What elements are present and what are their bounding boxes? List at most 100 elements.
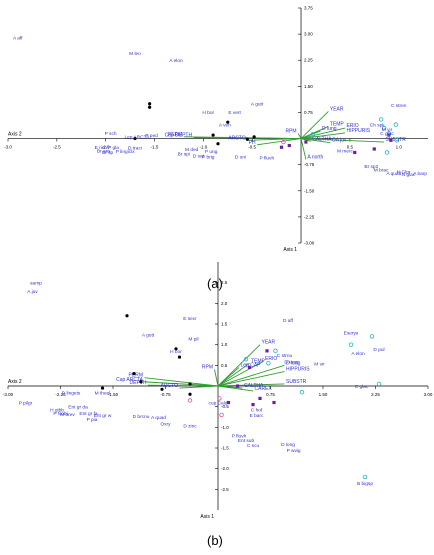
species-label: Br ass [97,148,111,154]
species-label: A elon [351,351,365,357]
x-tick-label: -1.5 [151,145,159,150]
species-label: Ent gr fa [79,411,97,417]
vector-label: SUBSTR [386,137,407,143]
point-cyan-circle [273,348,278,354]
species-label: E barc [250,413,264,419]
x-tick-label: -0.75 [160,392,171,397]
point-black-dot [132,372,136,376]
species-label: P ung [205,149,218,155]
species-label: M ded [185,147,199,153]
species-label: A gutt [142,332,155,338]
y-tick-label: 0.75 [304,110,313,115]
species-label: C stren [391,103,407,109]
vector-label: Cap ARCTA [116,377,144,383]
point-purple-square [304,140,308,144]
y-axis-title: Axis 1 [283,247,297,253]
species-label: H gibb [50,408,64,414]
point-black-dot [188,392,192,396]
point-purple-square [247,365,252,369]
point-purple-square [287,143,291,148]
vector-line [217,360,264,387]
species-label: B bigsp [357,481,373,487]
species-label: P lingiclx [116,149,135,155]
species-label: A juv [27,289,38,295]
x-tick-label: 0.5 [347,145,354,150]
species-label: P brig [202,155,215,161]
y-tick-label: 0.5 [221,363,228,368]
vector-line [301,138,385,143]
species-label: D aff [283,318,294,324]
y-tick-label: -1.50 [304,188,315,193]
y-tick-label: -1.5 [221,446,229,451]
species-label: D tang [284,359,298,365]
species-label: P sch [105,131,117,137]
vector-label: YEAR [262,340,276,346]
species-label: M theel [95,390,111,396]
species-label: M merc [337,148,354,154]
point-purple-square [389,138,393,142]
point-cyan-circle [299,390,305,395]
species-label: D lingets [62,390,81,396]
species-label: P gla [108,145,119,151]
point-cyan-circle [369,334,375,339]
point-purple-square [258,396,262,400]
panel-label-a: (a) [207,276,223,291]
species-label: N glac [402,172,416,178]
species-label: A gutt [251,101,264,107]
species-label: Br spi [178,151,190,157]
vector-label: HIPPURIS [286,367,310,373]
vector-line [300,127,346,139]
y-tick-label: -3.00 [304,241,315,246]
species-label: Lep ARCTA [124,135,150,141]
species-label: M brev [60,412,75,418]
y-tick-label: 2.25 [304,58,313,63]
species-label: C strnu [277,353,293,359]
vector-label: Cap DEPTH [165,133,193,139]
point-cyan-circle [384,150,390,155]
vector-line [217,362,250,387]
vector-label: CALTHA [244,383,264,389]
species-label: C hof [251,408,263,414]
vector-line [217,371,285,387]
y-tick-label: -0.5 [221,404,229,409]
vector-label: SUBSTR [286,379,307,385]
x-tick-label: -3.0 [4,145,12,150]
vector-label: CALTHA [312,136,332,142]
vector-label: A north [307,154,323,160]
species-label: M brac [374,168,389,174]
vector-label: ARCTO [161,383,179,389]
species-label: A aff [13,35,23,41]
species-label: H bor [202,110,214,116]
species-label: D brcnu [133,414,150,420]
vector-label: OA juv [332,138,347,144]
point-black-dot [216,142,220,146]
panel-label-b: (b) [207,533,223,548]
vector-line [147,384,219,387]
point-purple-square [226,400,231,405]
x-axis-title: Axis 2 [8,379,22,385]
vector-line [217,364,285,387]
vector-label: D lung [286,360,301,366]
vector-label: PERM [129,373,143,379]
point-cyan-circle [348,342,354,347]
vector-label: DEPTH [130,380,147,386]
chart-b: -3.00 -2.25 -1.50 -0.75 0.75 1.50 2.25 3.00 2.5 2… [3,262,433,520]
species-label: M leo [129,51,141,57]
vector-line [300,132,346,140]
point-cyan-circle [394,138,399,143]
species-label: D sat [193,154,205,160]
point-black-dot [252,135,256,139]
x-tick-label: -2.25 [55,392,66,397]
point-pink-circle [281,139,286,145]
species-label: P wvig [287,448,301,454]
vector-line [144,381,219,387]
point-pink-circle [217,396,222,401]
y-tick-label: 1.0 [221,342,228,347]
species-label: P fluvh [232,434,247,440]
point-cyan-circle [381,125,387,131]
vector-label: PH [249,140,256,146]
point-black-dot [100,386,105,390]
point-black-dot [148,102,152,106]
species-label: D zinc [183,423,197,429]
point-black-dot [245,137,249,141]
